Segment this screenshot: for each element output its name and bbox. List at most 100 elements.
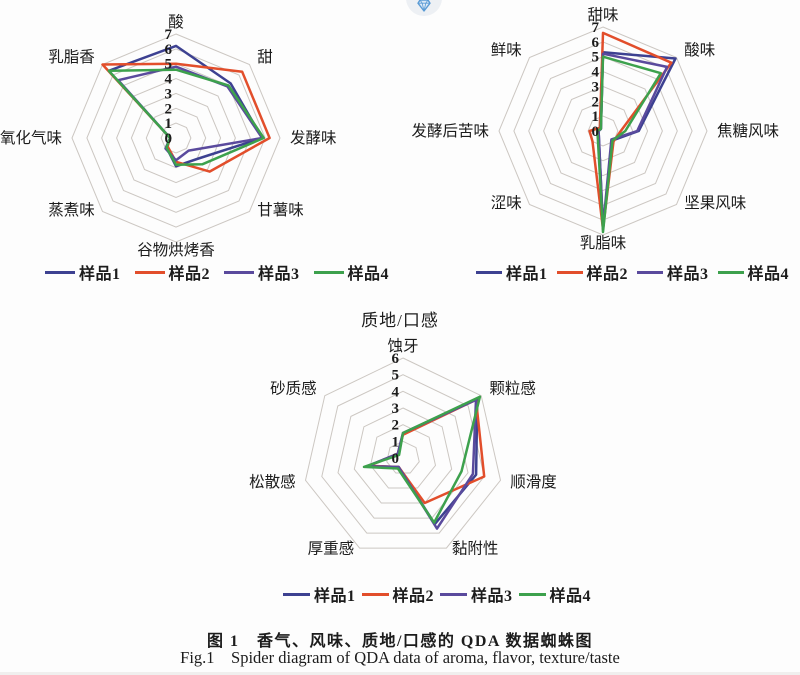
- tick-label: 1: [592, 109, 600, 125]
- sample3-label: 样品3: [258, 266, 300, 283]
- axis-label: 松散感: [249, 473, 296, 491]
- tick-label: 7: [592, 20, 600, 36]
- tick-label: 5: [592, 50, 600, 66]
- sample1-label: 样品1: [79, 266, 121, 283]
- axis-label: 乳脂香: [48, 48, 95, 66]
- sample4-label: 样品4: [347, 266, 390, 283]
- grid-ring: [498, 26, 708, 236]
- legend-item-sample4: 样品4: [313, 260, 390, 284]
- legend-item-sample3: 样品3: [637, 260, 709, 284]
- tick-label: 1: [392, 434, 400, 450]
- axis-label: 厚重感: [308, 539, 355, 557]
- sample3-label: 样品3: [667, 266, 709, 283]
- axis-label: 鲜味: [491, 41, 522, 59]
- legend-flavor-chart: 样品1 样品2 样品3 样品4: [476, 260, 790, 284]
- figure-caption-english: Fig.1 Spider diagram of QDA data of arom…: [180, 648, 620, 667]
- series-line-4: [595, 55, 663, 234]
- grid-ring: [71, 33, 281, 243]
- axis-label: 顺滑度: [510, 473, 557, 491]
- tick-label: 2: [592, 94, 600, 110]
- tick-label: 3: [592, 79, 600, 95]
- grid-ring: [101, 63, 251, 213]
- legend-item-sample2: 样品2: [361, 582, 435, 606]
- figure-caption-chinese: 图 1 香气、风味、质地/口感的 QDA 数据蜘蛛图: [206, 633, 594, 650]
- tick-label: 6: [392, 351, 400, 367]
- series-line-2: [101, 62, 271, 173]
- tick-label: 4: [392, 384, 400, 400]
- axis-label: 乳脂味: [580, 234, 627, 252]
- grid-ring: [587, 115, 619, 147]
- axis-label: 蚀牙: [387, 337, 418, 355]
- grid-ring: [572, 100, 634, 162]
- tick-label: 3: [165, 86, 173, 102]
- tick-label: 0: [592, 124, 600, 140]
- series-line-4: [107, 68, 265, 166]
- legend-item-sample1: 样品1: [45, 260, 121, 284]
- sample3-line-swatch: [637, 270, 664, 274]
- grid-ring: [369, 424, 437, 489]
- tick-label: 5: [165, 57, 173, 73]
- sample1-line-swatch: [283, 592, 310, 596]
- tick-label: 0: [165, 131, 173, 147]
- axis-label: 发酵味: [290, 129, 337, 147]
- grid-ring: [353, 407, 453, 504]
- axis-label: 甜味: [587, 6, 618, 24]
- legend-item-sample2: 样品2: [134, 260, 211, 284]
- sample3-line-swatch: [224, 270, 255, 274]
- sample1-line-swatch: [45, 270, 75, 274]
- sample4-label: 样品4: [549, 588, 592, 605]
- sample4-line-swatch: [313, 270, 344, 274]
- sample2-label: 样品2: [392, 588, 435, 605]
- axis-label: 甘薯味: [257, 201, 304, 219]
- sample4-label: 样品4: [747, 266, 790, 283]
- axis-label: 甜: [257, 48, 273, 66]
- sample2-line-swatch: [134, 270, 165, 274]
- series-line-4: [362, 395, 482, 524]
- sample3-label: 样品3: [471, 588, 513, 605]
- tick-label: 0: [392, 451, 400, 467]
- grid-ring: [304, 357, 502, 549]
- legend-aroma-chart: 样品1 样品2 样品3 样品4: [45, 260, 390, 284]
- axis-label: 酸味: [684, 41, 715, 59]
- tick-label: 7: [165, 27, 173, 43]
- axis-label: 谷物烘烤香: [137, 241, 215, 259]
- legend-item-sample3: 样品3: [224, 260, 300, 284]
- axis-label: 颗粒感: [489, 380, 536, 398]
- legend-item-sample1: 样品1: [283, 582, 356, 606]
- legend-item-sample4: 样品4: [717, 260, 790, 284]
- grid-ring: [86, 48, 266, 228]
- axis-label: 发酵后苦味: [411, 122, 489, 140]
- tick-label: 4: [165, 72, 173, 88]
- axis-label: 蒸煮味: [48, 201, 95, 219]
- grid-ring: [130, 92, 222, 184]
- tick-label: 6: [165, 42, 173, 58]
- tick-label: 1: [165, 116, 173, 132]
- axis-label: 焦糖风味: [717, 122, 779, 140]
- sample2-line-swatch: [556, 270, 583, 274]
- grid-ring: [337, 390, 469, 519]
- sample2-label: 样品2: [168, 266, 211, 283]
- tick-label: 2: [165, 101, 173, 117]
- sample2-line-swatch: [361, 592, 389, 596]
- legend-texture-chart: 样品1 样品2 样品3 样品4: [283, 582, 592, 606]
- axis-label: 砂质感: [270, 380, 317, 398]
- legend-item-sample3: 样品3: [440, 582, 513, 606]
- legend-item-sample4: 样品4: [518, 582, 592, 606]
- sample2-label: 样品2: [586, 266, 629, 283]
- floating-badge[interactable]: [406, 0, 442, 16]
- axis-label: 黏附性: [452, 539, 499, 557]
- sample1-line-swatch: [476, 270, 502, 274]
- series-line-3: [366, 398, 478, 530]
- texture-chart-title: 质地/口感: [361, 311, 439, 330]
- sample1-label: 样品1: [314, 588, 356, 605]
- legend-item-sample2: 样品2: [556, 260, 629, 284]
- sample1-label: 样品1: [506, 266, 548, 283]
- tick-label: 3: [392, 401, 400, 417]
- grid-ring: [321, 374, 485, 534]
- tick-label: 5: [392, 368, 400, 384]
